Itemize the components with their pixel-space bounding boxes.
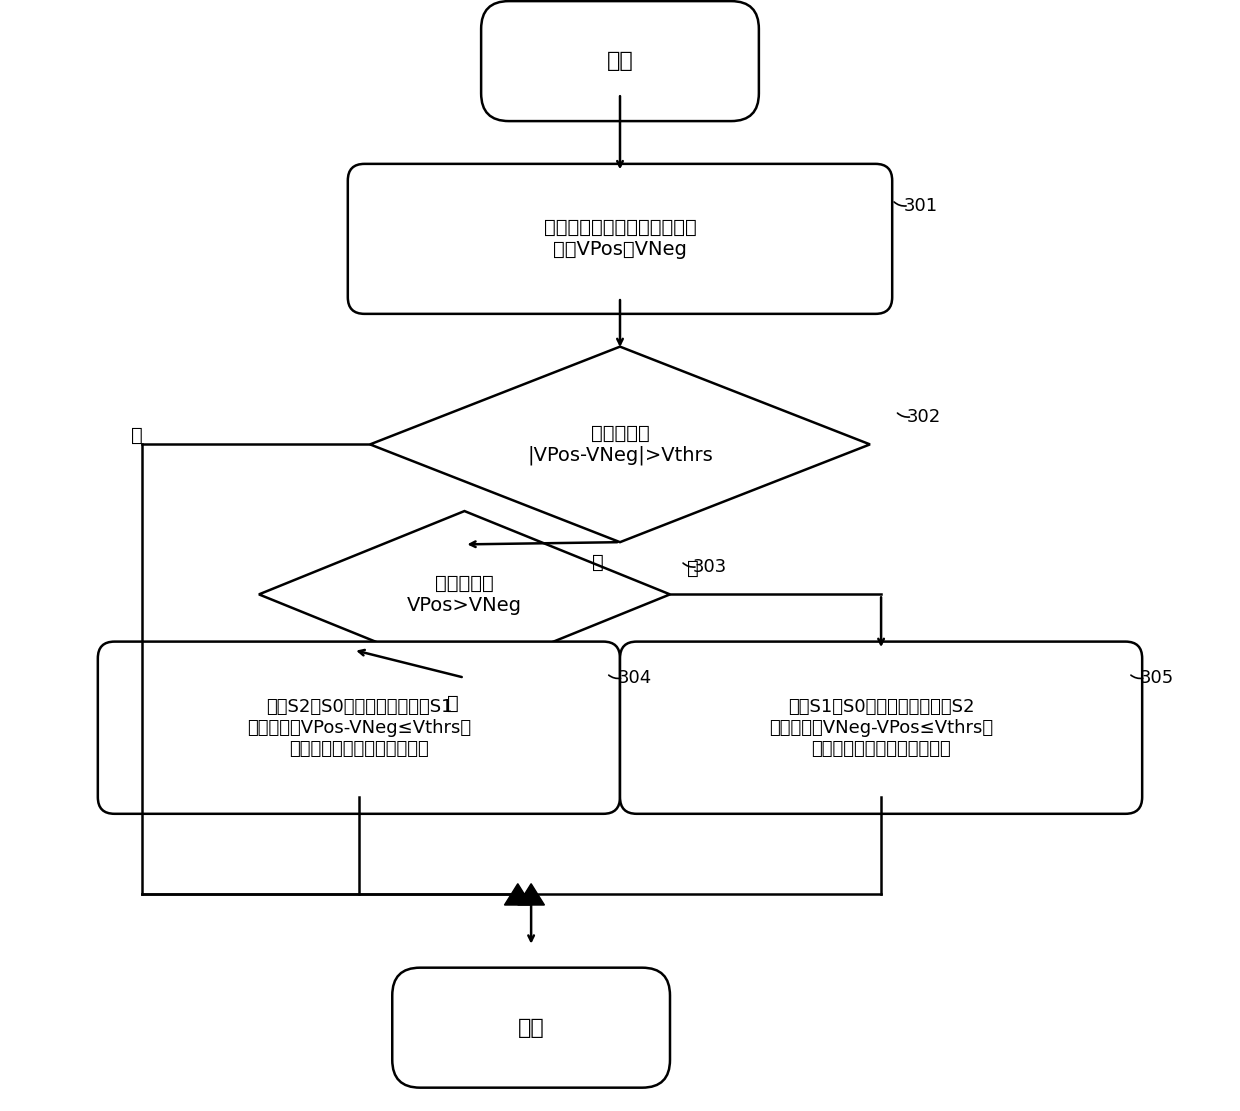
FancyBboxPatch shape	[481, 1, 759, 121]
Text: 否: 否	[687, 559, 698, 578]
Polygon shape	[370, 347, 870, 542]
FancyBboxPatch shape	[620, 642, 1142, 813]
Text: 301: 301	[903, 197, 937, 214]
Text: 是: 是	[448, 694, 459, 713]
Polygon shape	[505, 883, 531, 905]
Text: 控制S1和S0互补导通，并保持S2
关断，直至VNeg-VPos≤Vthrs时
才恢复三电平逆变器停机状态: 控制S1和S0互补导通，并保持S2 关断，直至VNeg-VPos≤Vthrs时 …	[769, 698, 993, 758]
Text: 304: 304	[618, 669, 652, 687]
Text: 303: 303	[692, 558, 727, 575]
FancyBboxPatch shape	[98, 642, 620, 813]
Polygon shape	[518, 883, 544, 905]
Text: 302: 302	[906, 408, 941, 426]
Text: 否: 否	[131, 426, 143, 446]
Text: 结束: 结束	[518, 1018, 544, 1038]
Text: 是: 是	[591, 553, 604, 572]
Text: 在三电平逆变器停机状态下，
获取VPos和VNeg: 在三电平逆变器停机状态下， 获取VPos和VNeg	[543, 219, 697, 259]
FancyBboxPatch shape	[392, 968, 670, 1088]
FancyBboxPatch shape	[347, 163, 893, 313]
Text: 判断是否有
VPos>VNeg: 判断是否有 VPos>VNeg	[407, 574, 522, 614]
Text: 305: 305	[1140, 669, 1174, 687]
Polygon shape	[259, 511, 670, 678]
Text: 控制S2和S0互补导通，并保持S1
关断，直至VPos-VNeg≤Vthrs时
才恢复三电平逆变器停机状态: 控制S2和S0互补导通，并保持S1 关断，直至VPos-VNeg≤Vthrs时 …	[247, 698, 471, 758]
Text: 开始: 开始	[606, 51, 634, 71]
Text: 判断是否有
|VPos-VNeg|>Vthrs: 判断是否有 |VPos-VNeg|>Vthrs	[527, 423, 713, 466]
